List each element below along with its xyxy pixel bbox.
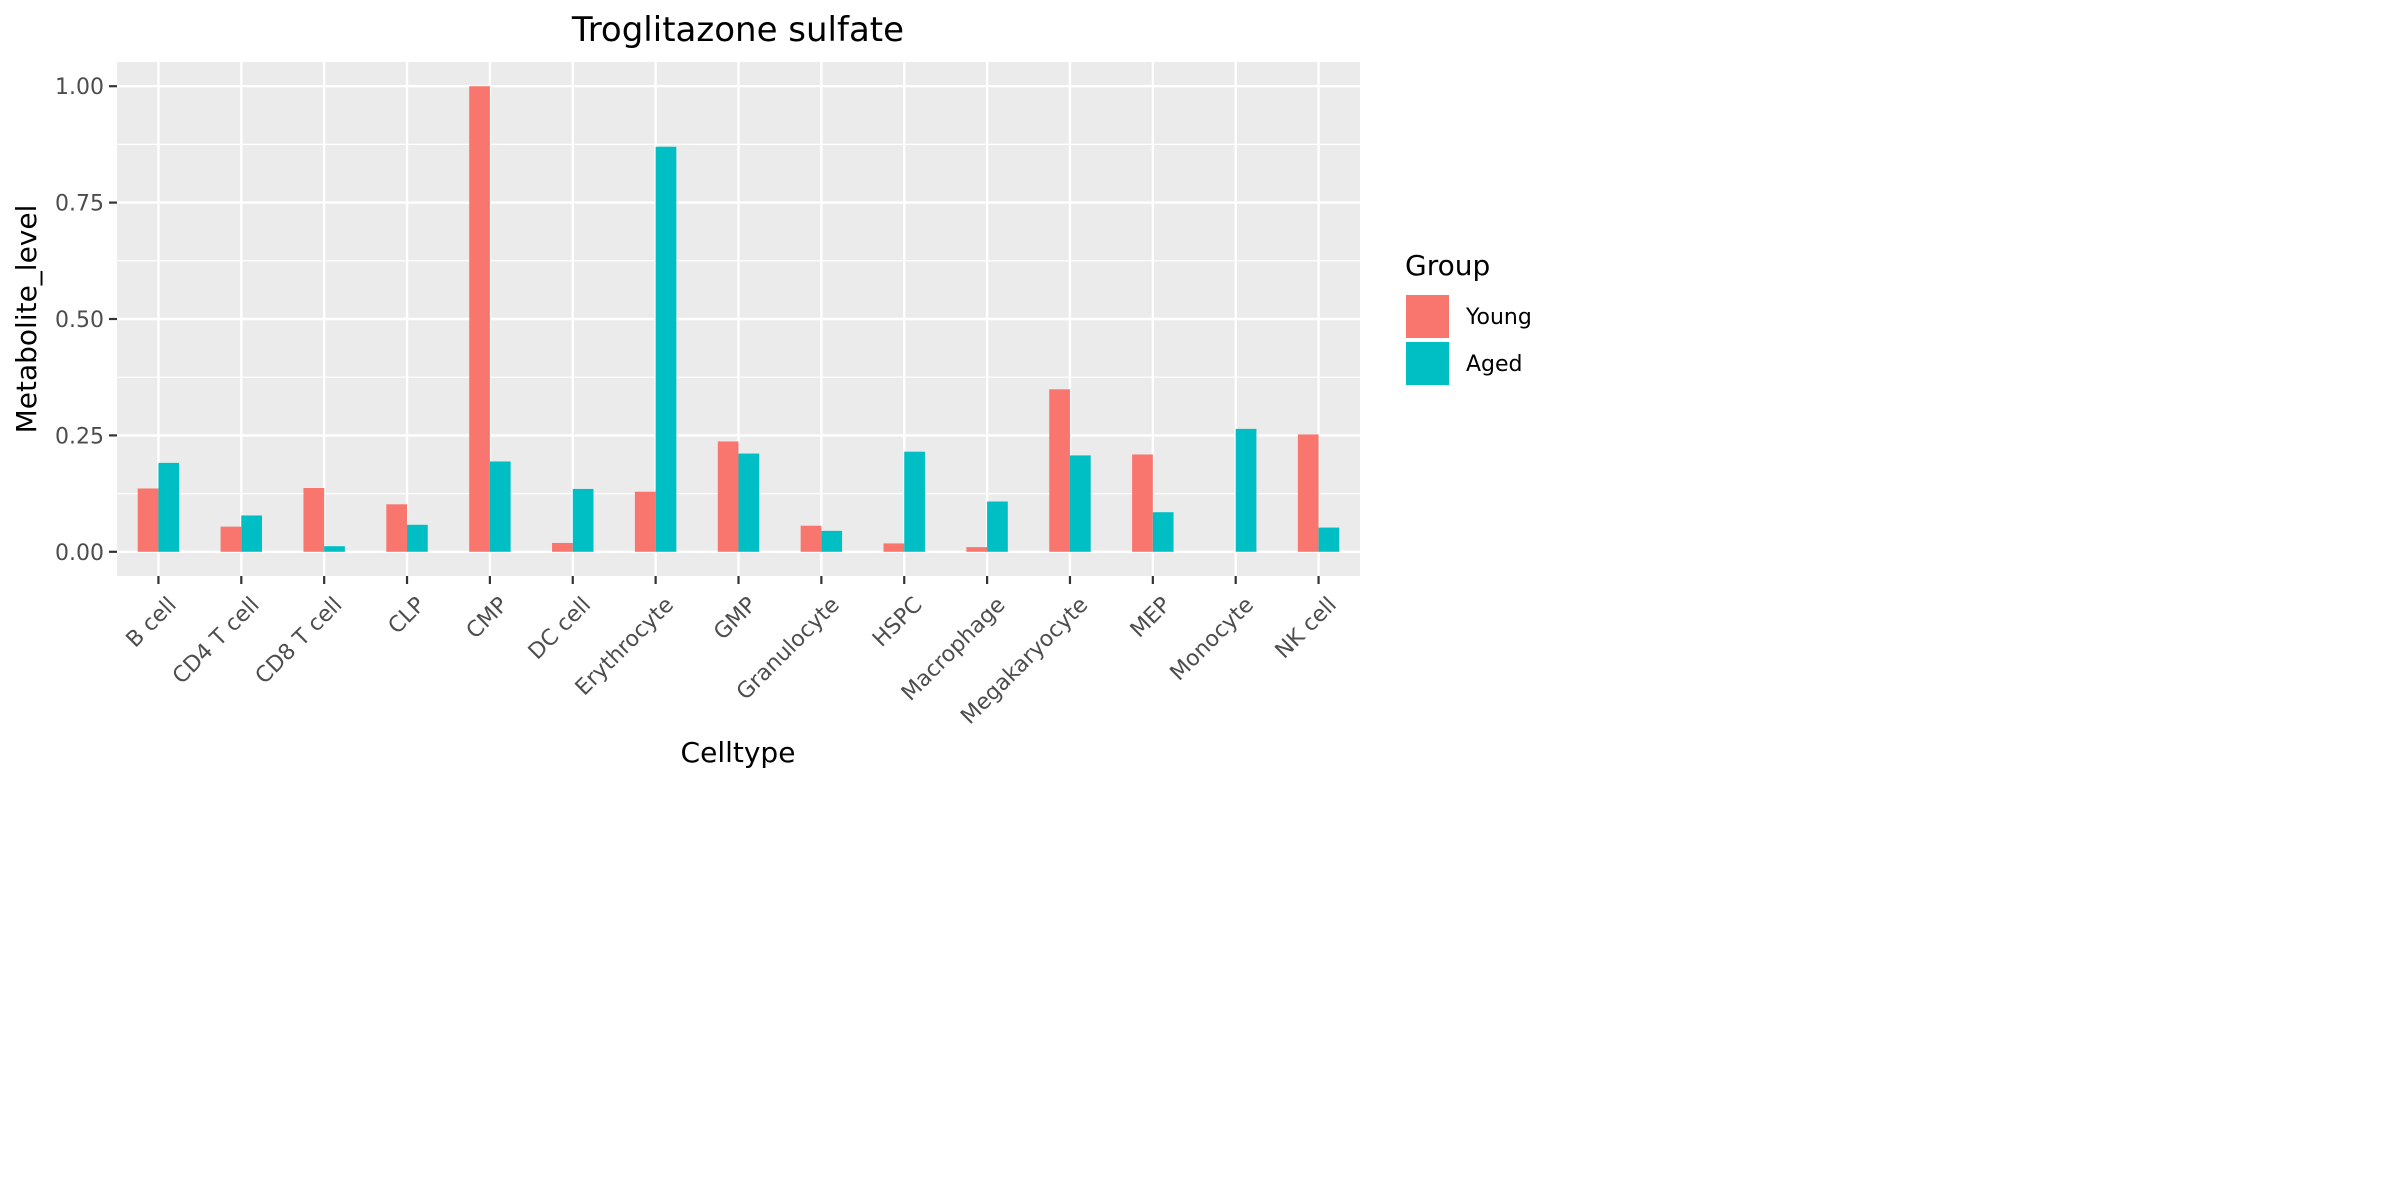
x-tick-label: B cell <box>122 593 182 653</box>
legend-key-young <box>1406 295 1449 338</box>
bar-aged-macrophage <box>987 501 1008 552</box>
bar-young-erythrocyte <box>634 491 656 552</box>
y-axis-title: Metabolite_level <box>10 205 43 434</box>
y-tick-label: 0.25 <box>55 424 104 449</box>
y-tick-label: 0.00 <box>55 541 104 566</box>
bar-aged-clp <box>407 524 428 552</box>
bar-aged-cd4-t-cell <box>241 515 263 552</box>
x-axis-title: Celltype <box>681 736 796 769</box>
legend-key-aged <box>1406 342 1449 385</box>
x-tick-label: NK cell <box>1271 593 1342 664</box>
legend-label-aged: Aged <box>1466 352 1523 377</box>
bar-aged-cmp <box>489 461 511 552</box>
bar-young-cd8-t-cell <box>303 488 325 552</box>
y-tick-label: 0.75 <box>55 192 104 217</box>
bar-young-dc-cell <box>552 542 573 552</box>
legend-label-young: Young <box>1465 305 1532 330</box>
legend: Group Young Aged <box>1405 249 1532 385</box>
bar-young-nk-cell <box>1297 434 1319 552</box>
bar-aged-b-cell <box>158 462 180 552</box>
legend-title: Group <box>1405 249 1490 282</box>
bars <box>137 86 1340 552</box>
bar-young-mep <box>1132 454 1153 552</box>
y-axis: 0.00 0.25 0.50 0.75 1.00 <box>55 75 117 566</box>
y-tick-label: 1.00 <box>55 75 104 100</box>
x-tick-label: CMP <box>462 593 513 644</box>
x-tick-label: CD8 T cell <box>251 593 348 690</box>
bar-young-clp <box>386 504 408 552</box>
bar-young-macrophage <box>966 547 988 552</box>
bar-aged-granulocyte <box>821 530 843 552</box>
y-tick-label: 0.50 <box>55 308 104 333</box>
bar-young-b-cell <box>137 488 159 552</box>
bar-aged-gmp <box>738 453 760 552</box>
bar-young-hspc <box>883 543 905 552</box>
x-tick-label: CLP <box>384 593 431 640</box>
bar-aged-cd8-t-cell <box>324 546 345 552</box>
bar-aged-monocyte <box>1235 428 1257 552</box>
bar-young-gmp <box>717 441 739 552</box>
bar-aged-erythrocyte <box>655 146 677 552</box>
bar-young-cmp <box>469 86 490 552</box>
x-tick-label: Monocyte <box>1166 593 1259 686</box>
x-tick-label: DC cell <box>524 593 596 665</box>
bar-aged-hspc <box>904 451 925 552</box>
bar-aged-dc-cell <box>572 488 594 552</box>
bar-aged-megakaryocyte <box>1069 455 1091 552</box>
bar-chart: Troglitazone sulfate 0.00 0.25 0.50 0.75 1.0… <box>10 10 1532 769</box>
x-tick-label: CD4 T cell <box>168 593 265 690</box>
bar-young-megakaryocyte <box>1049 389 1070 552</box>
x-tick-label: MEP <box>1126 593 1176 643</box>
bar-young-cd4-t-cell <box>220 526 242 552</box>
bar-aged-nk-cell <box>1318 527 1340 552</box>
bar-aged-mep <box>1152 512 1174 552</box>
bar-young-granulocyte <box>800 525 822 552</box>
chart-title: Troglitazone sulfate <box>571 10 904 50</box>
x-tick-label: HSPC <box>868 593 927 652</box>
x-tick-label: GMP <box>709 593 762 646</box>
